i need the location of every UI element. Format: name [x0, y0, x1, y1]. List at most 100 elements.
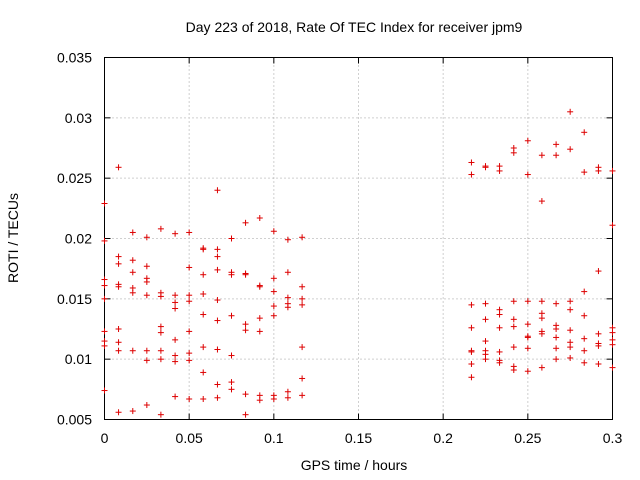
data-point [496, 324, 503, 331]
data-point [143, 292, 150, 299]
y-tick-label: 0.015 [57, 291, 92, 307]
data-point [609, 364, 616, 371]
data-point [214, 246, 221, 253]
data-point [524, 368, 531, 375]
y-tick-label: 0.02 [65, 231, 92, 247]
data-point [567, 354, 574, 361]
data-point [172, 393, 179, 400]
data-point [228, 379, 235, 386]
data-point [143, 357, 150, 364]
data-point [284, 236, 291, 243]
data-point [228, 312, 235, 319]
data-point [496, 348, 503, 355]
data-point [538, 198, 545, 205]
data-point [186, 298, 193, 305]
data-point [284, 269, 291, 276]
x-tick-label: 0 [101, 430, 109, 446]
data-point [115, 260, 122, 267]
data-point [482, 316, 489, 323]
data-point [581, 347, 588, 354]
x-tick-label: 0.15 [345, 430, 372, 446]
data-point [129, 257, 136, 264]
data-point [270, 312, 277, 319]
y-axis-label: ROTI / TECUs [5, 193, 21, 283]
data-point [595, 268, 602, 275]
data-point [200, 311, 207, 318]
data-point [581, 169, 588, 176]
data-point [242, 271, 249, 278]
data-point [214, 394, 221, 401]
data-point [115, 164, 122, 171]
data-point [256, 315, 263, 322]
data-point [468, 159, 475, 166]
data-point [270, 303, 277, 310]
data-point [567, 327, 574, 334]
data-point [299, 301, 306, 308]
data-point [214, 317, 221, 324]
data-point [200, 395, 207, 402]
data-point [186, 264, 193, 271]
data-point [567, 108, 574, 115]
data-point [581, 312, 588, 319]
data-point [101, 200, 108, 207]
data-point [143, 347, 150, 354]
data-point [129, 269, 136, 276]
data-point [186, 357, 193, 364]
data-point [553, 326, 560, 332]
data-point [143, 234, 150, 241]
data-point [157, 293, 164, 300]
data-point [609, 341, 616, 348]
data-point [115, 253, 122, 260]
data-point [172, 358, 179, 365]
data-point [567, 344, 574, 351]
data-point [553, 141, 560, 148]
data-point [214, 297, 221, 304]
x-tick-label: 0.05 [176, 430, 203, 446]
data-point [242, 321, 249, 328]
data-point [524, 334, 531, 341]
data-point [482, 164, 489, 171]
data-point [214, 253, 221, 260]
data-point [538, 315, 545, 322]
data-point [242, 219, 249, 226]
y-tick-label: 0.005 [57, 412, 92, 428]
data-point [510, 298, 517, 305]
data-point [510, 316, 517, 323]
data-point [524, 345, 531, 352]
data-point [256, 397, 263, 404]
data-point [284, 388, 291, 395]
data-point [101, 276, 108, 283]
data-point [284, 394, 291, 401]
data-point [200, 344, 207, 351]
data-point [157, 225, 164, 232]
data-point [172, 230, 179, 237]
data-point [256, 214, 263, 221]
data-point [595, 330, 602, 337]
data-point [228, 386, 235, 393]
data-point [143, 402, 150, 409]
x-tick-label: 0.1 [264, 430, 284, 446]
data-point [143, 263, 150, 270]
data-point [172, 305, 179, 312]
data-point [129, 289, 136, 296]
data-point [482, 356, 489, 363]
data-point [157, 329, 164, 336]
data-points [101, 108, 616, 418]
data-point [510, 344, 517, 351]
data-point [186, 350, 193, 357]
data-point [172, 336, 179, 343]
data-point [115, 347, 122, 354]
data-point [157, 347, 164, 354]
data-point [538, 364, 545, 371]
data-point [200, 369, 207, 376]
data-point [299, 392, 306, 399]
data-point [186, 229, 193, 236]
data-point [115, 339, 122, 346]
data-point [482, 338, 489, 345]
data-point [581, 335, 588, 342]
x-tick-label: 0.2 [433, 430, 453, 446]
data-point [101, 282, 108, 289]
data-point [609, 167, 616, 174]
data-point [157, 411, 164, 418]
